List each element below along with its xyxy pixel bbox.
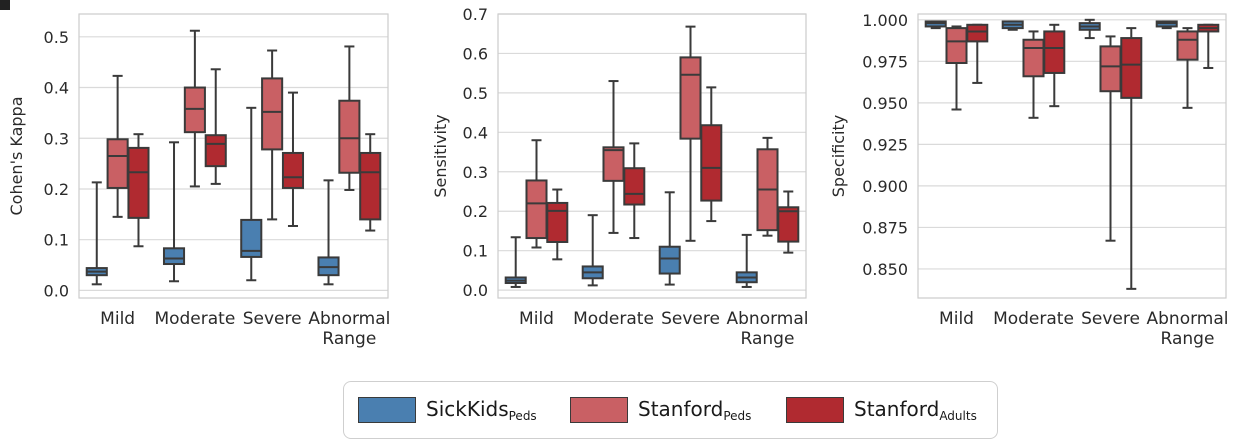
legend-label-sickkids-peds: SickKidsPeds [426, 397, 537, 423]
box-iqr [623, 167, 646, 206]
x-tick-label: Moderate [573, 309, 654, 329]
y-tick-label: 1.000 [862, 11, 908, 30]
x-tick-label: Moderate [154, 309, 235, 329]
y-tick-label: 0.2 [44, 180, 69, 199]
y-axis-label: Cohen's Kappa [7, 96, 26, 215]
plot-frame [917, 13, 1227, 299]
box-iqr [966, 23, 989, 43]
y-tick-label: 0.3 [44, 129, 69, 148]
box-iqr [1120, 37, 1143, 99]
x-tick-label: Range [1161, 329, 1215, 349]
box-iqr [127, 146, 150, 219]
y-tick-label: 0.1 [463, 242, 488, 261]
box-iqr [1022, 38, 1045, 78]
box-iqr [602, 146, 625, 182]
x-tick-label: Mild [519, 309, 554, 329]
box-iqr [1043, 30, 1066, 74]
box-iqr [240, 218, 263, 258]
y-tick-label: 0.0 [44, 281, 69, 300]
box-iqr [658, 245, 681, 275]
x-tick-label: Range [322, 329, 376, 349]
box-iqr [183, 86, 206, 134]
box-iqr [1176, 30, 1199, 61]
x-tick-label: Severe [243, 309, 302, 329]
legend-item-stanford-adults: StanfordAdults [786, 396, 977, 424]
box-iqr [1099, 45, 1122, 93]
y-tick-label: 0.3 [463, 163, 488, 182]
plot-frame [78, 13, 389, 299]
y-tick-label: 0.7 [463, 5, 488, 24]
x-tick-label: Abnormal [727, 309, 809, 329]
x-tick-label: Severe [661, 309, 720, 329]
x-tick-label: Mild [939, 309, 974, 329]
box-iqr [700, 124, 723, 202]
box-iqr [546, 201, 569, 243]
box-iqr [945, 27, 968, 64]
legend-label-stanford-peds: StanfordPeds [638, 397, 752, 423]
legend-swatch-stanford-adults [786, 397, 844, 423]
box-iqr [106, 138, 129, 189]
y-tick-label: 0.925 [862, 135, 908, 154]
panel-letter-mark [0, 0, 10, 10]
legend-item-stanford-peds: StanfordPeds [570, 396, 751, 424]
y-tick-label: 0.2 [463, 202, 488, 221]
box-iqr [679, 56, 702, 140]
box-iqr [338, 99, 361, 174]
legend: SickKidsPeds StanfordPeds StanfordAdults [343, 381, 998, 439]
y-tick-label: 0.4 [44, 79, 69, 98]
y-axis-label: Specificity [829, 115, 848, 197]
x-tick-label: Mild [100, 309, 135, 329]
legend-label-stanford-adults: StanfordAdults [854, 397, 977, 423]
y-tick-label: 0.5 [463, 84, 488, 103]
box-iqr [281, 151, 305, 189]
y-tick-label: 0.0 [463, 281, 488, 300]
y-tick-label: 0.1 [44, 231, 69, 250]
x-tick-label: Moderate [993, 309, 1074, 329]
box-iqr [359, 151, 382, 221]
legend-swatch-sickkids-peds [358, 397, 416, 423]
y-tick-label: 0.950 [862, 94, 908, 113]
plot-frame [497, 13, 807, 299]
y-tick-label: 0.6 [463, 44, 488, 63]
box-iqr [261, 77, 284, 151]
box-iqr [777, 206, 800, 243]
x-tick-label: Range [741, 329, 795, 349]
x-tick-label: Abnormal [308, 309, 390, 329]
legend-swatch-stanford-peds [570, 397, 628, 423]
y-tick-label: 0.5 [44, 28, 69, 47]
box-iqr [204, 134, 227, 168]
y-tick-label: 0.850 [862, 260, 908, 279]
box-iqr [162, 247, 186, 266]
box-iqr [525, 179, 548, 240]
legend-item-sickkids-peds: SickKidsPeds [358, 396, 537, 424]
y-tick-label: 0.875 [862, 218, 908, 237]
x-tick-label: Abnormal [1147, 309, 1229, 329]
y-axis-label: Sensitivity [431, 114, 450, 197]
y-tick-label: 0.975 [862, 52, 908, 71]
y-tick-label: 0.4 [463, 123, 488, 142]
y-tick-label: 0.900 [862, 177, 908, 196]
x-tick-label: Severe [1081, 309, 1140, 329]
